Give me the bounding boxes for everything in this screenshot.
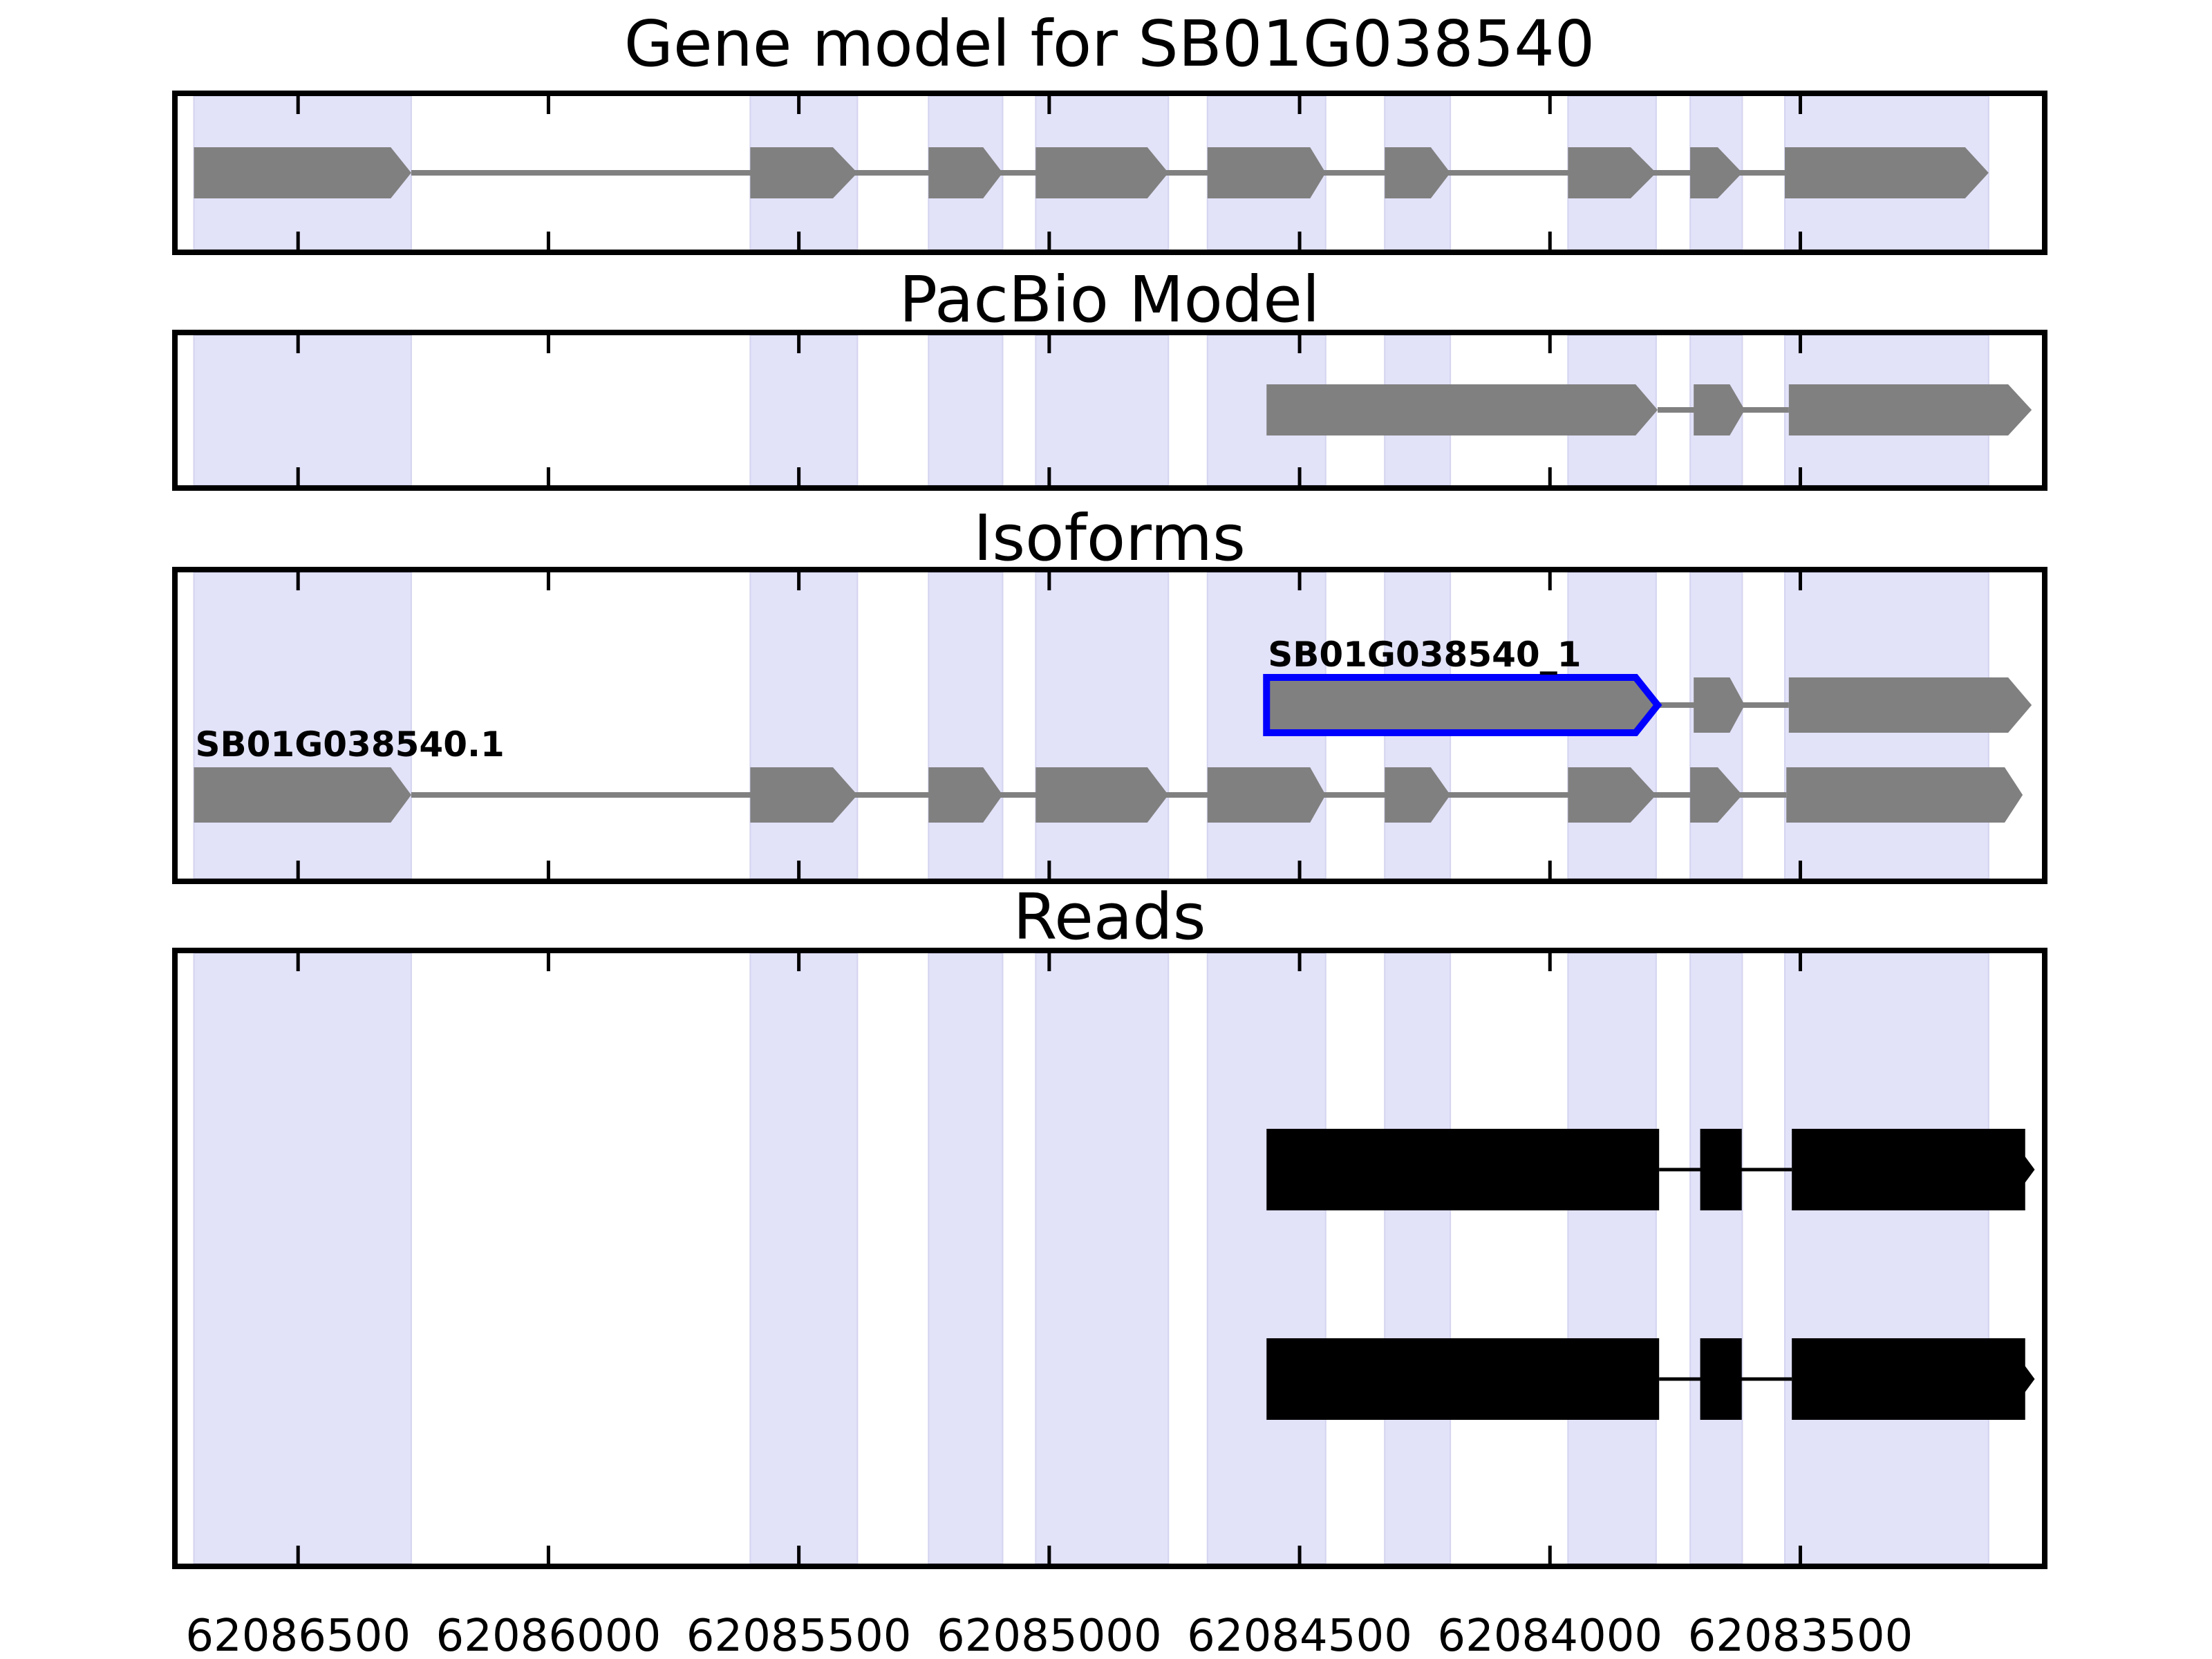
reads-panel-title: Reads <box>1013 880 1206 954</box>
read-block <box>1266 1129 1660 1210</box>
read-block <box>1792 1338 2025 1420</box>
exon-highlight-band <box>193 335 412 486</box>
isoform-exon <box>1263 674 1662 736</box>
x-tick-label: 62086000 <box>436 1611 662 1659</box>
exon-highlight-band <box>1567 953 1657 1564</box>
exon-highlight-band <box>928 335 1004 486</box>
pacbio-exon <box>1694 384 1745 435</box>
isoform-exon <box>1694 677 1745 733</box>
exon-highlight-band <box>193 953 412 1564</box>
exon-highlight-band <box>749 953 859 1564</box>
pacbio-panel-border <box>172 330 2047 491</box>
exon-highlight-band <box>1689 953 1743 1564</box>
isoform-label: SB01G038540.1 <box>196 724 505 765</box>
gene-model-exon <box>1385 147 1451 198</box>
exon-highlight-band <box>1384 953 1452 1564</box>
x-tick-label: 62085000 <box>937 1611 1162 1659</box>
exon-highlight-band <box>928 953 1004 1564</box>
x-axis-tick-labels: 62086500 62086000 62085500 62085000 62084500… <box>185 1611 1913 1659</box>
x-tick-label: 62084000 <box>1437 1611 1662 1659</box>
gene-model-exon <box>1785 147 1989 198</box>
isoform-exon <box>1568 767 1656 823</box>
exon-highlight-band <box>749 335 859 486</box>
pacbio-exon <box>1266 384 1658 435</box>
gene-model-exon <box>1207 147 1326 198</box>
x-tick-label: 62086500 <box>185 1611 411 1659</box>
features-layer: SB01G038540_1 SB01G038540.1 <box>194 147 2035 1420</box>
isoform-exon <box>750 767 858 823</box>
isoform-label: SB01G038540_1 <box>1268 635 1581 675</box>
exon-highlight-band <box>1784 953 1989 1564</box>
pacbio-exon <box>1788 384 2032 435</box>
gene-model-exon <box>928 147 1003 198</box>
read-block <box>1792 1129 2025 1210</box>
read-tip <box>2024 1156 2035 1183</box>
isoform-exon <box>1207 767 1326 823</box>
exon-highlight-band <box>749 572 859 879</box>
read-block <box>1700 1129 1742 1210</box>
exon-highlight-band <box>1035 953 1170 1564</box>
isoform-exon <box>1035 767 1169 823</box>
x-tick-label: 62084500 <box>1187 1611 1412 1659</box>
isoform-exon <box>1385 767 1451 823</box>
isoform-exon <box>928 767 1003 823</box>
isoform-exon <box>1786 767 2023 823</box>
gene_model-panel-border <box>172 91 2047 255</box>
exon-highlight-band <box>1035 572 1170 879</box>
isoform-exon <box>1788 677 2032 733</box>
figure-title: Gene model for SB01G038540 <box>624 7 1595 81</box>
gene-model-exon <box>750 147 858 198</box>
gene-model-exon <box>1568 147 1656 198</box>
read-block <box>1266 1338 1660 1420</box>
highlight-bands-layer <box>193 95 1989 1564</box>
gene-model-exon <box>1690 147 1743 198</box>
x-tick-label: 62085500 <box>686 1611 912 1659</box>
gene-model-exon <box>194 147 411 198</box>
isoform-exon <box>194 767 411 823</box>
read-tip <box>2024 1365 2035 1393</box>
isoforms-panel-border <box>172 567 2047 884</box>
isoforms-panel-title: Isoforms <box>973 501 1246 575</box>
isoform-exon <box>1690 767 1743 823</box>
read-block <box>1700 1338 1742 1420</box>
exon-highlight-band <box>1206 953 1327 1564</box>
exon-highlight-band <box>1035 335 1170 486</box>
reads-panel-border <box>172 948 2047 1569</box>
pacbio-panel-title: PacBio Model <box>899 263 1320 337</box>
axes-layer <box>172 91 2047 1569</box>
gene-model-exon <box>1035 147 1169 198</box>
exon-highlight-band <box>193 572 412 879</box>
x-tick-label: 62083500 <box>1688 1611 1913 1659</box>
exon-highlight-band <box>928 572 1004 879</box>
